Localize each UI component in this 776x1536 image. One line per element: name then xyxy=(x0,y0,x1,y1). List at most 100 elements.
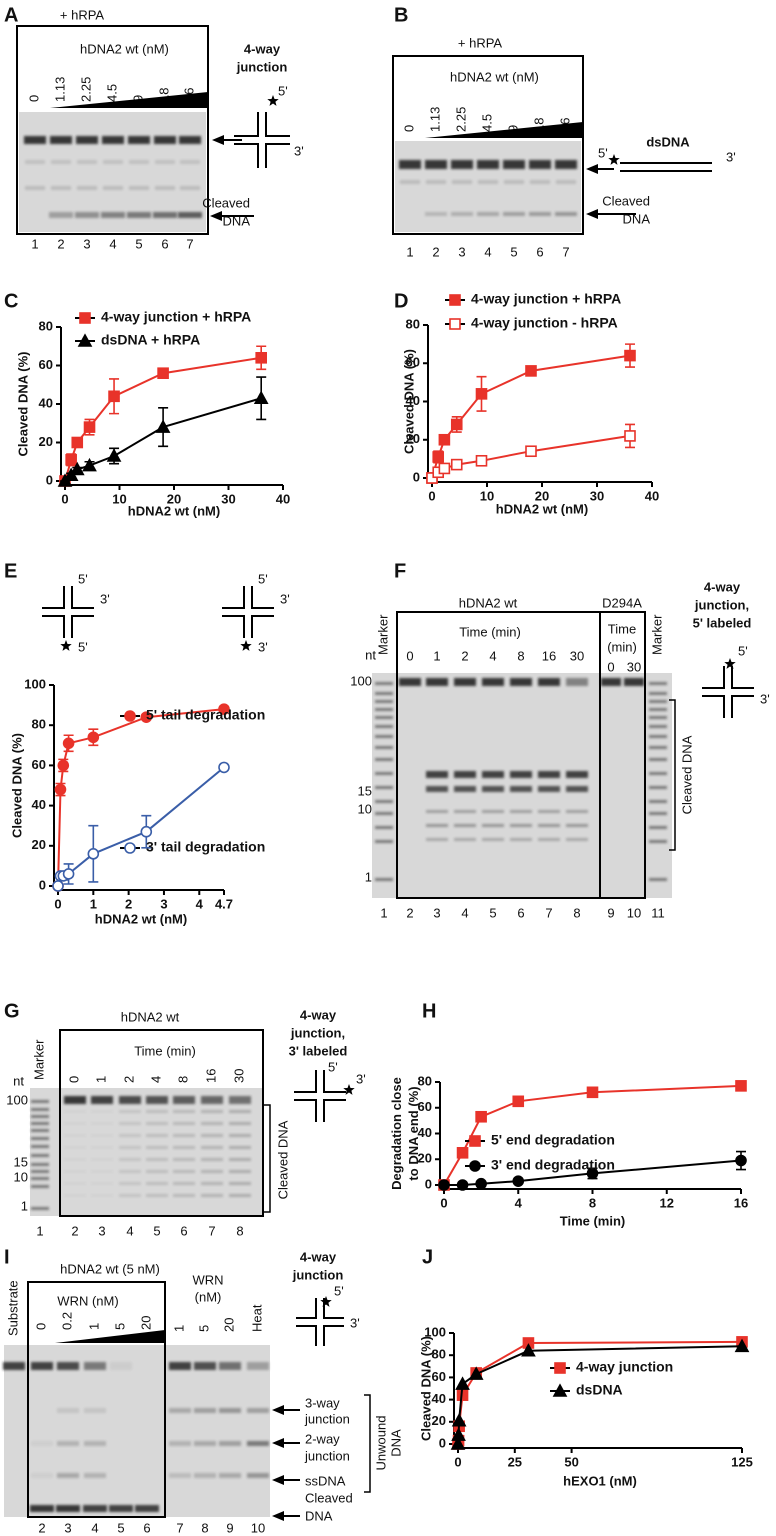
y-tick-label: 0 xyxy=(413,469,420,484)
gel-band xyxy=(31,1154,49,1157)
gel-band xyxy=(119,1134,141,1137)
gel-band xyxy=(91,1096,113,1104)
panel-label: A xyxy=(4,4,18,26)
data-point xyxy=(155,419,171,433)
concentration: 0.2 xyxy=(59,1312,74,1330)
data-point xyxy=(475,1110,487,1123)
gel-band xyxy=(103,160,123,164)
y-tick-label: 100 xyxy=(424,1324,446,1339)
time-label: Time (min) xyxy=(134,1043,196,1058)
lane-number: 4 xyxy=(126,1223,133,1238)
gel-band xyxy=(154,136,176,144)
bracket xyxy=(364,1394,371,1493)
junction-strand xyxy=(71,586,94,609)
gel-band xyxy=(229,1194,251,1197)
gel-band xyxy=(91,1146,113,1149)
gel-band xyxy=(178,212,202,218)
data-point xyxy=(451,1427,466,1441)
gel-band xyxy=(375,725,393,728)
lane-number: 7 xyxy=(186,236,193,251)
data-point xyxy=(586,1167,599,1180)
titration-label: WRN (nM) xyxy=(57,1293,118,1308)
condition: + hRPA xyxy=(458,35,503,50)
concentration: 9 xyxy=(130,95,145,102)
gel-band xyxy=(555,160,577,169)
gel-band xyxy=(119,1170,141,1173)
gel-band xyxy=(31,1163,49,1166)
gel-band xyxy=(31,1170,49,1173)
y-tick-label: 0 xyxy=(439,1435,446,1450)
gel-band xyxy=(229,1110,251,1113)
concentration: 1.13 xyxy=(427,107,442,132)
gel-band xyxy=(566,824,588,827)
junction-strand xyxy=(222,615,245,638)
x-axis-label: hEXO1 (nM) xyxy=(563,1473,637,1488)
gel-band xyxy=(173,1096,195,1104)
data-point xyxy=(512,1095,525,1108)
gel-band xyxy=(173,1182,195,1185)
gel-band xyxy=(426,771,448,778)
gel-band xyxy=(454,838,476,841)
lane-number: 7 xyxy=(562,244,569,259)
gel-band xyxy=(454,824,476,827)
gel-band xyxy=(400,180,420,184)
gel-band xyxy=(173,1170,195,1173)
gel-band xyxy=(375,735,393,738)
panel-label: F xyxy=(394,560,406,582)
gel-band xyxy=(119,1182,141,1185)
y-tick-label: 20 xyxy=(32,837,46,852)
label-star xyxy=(724,658,736,669)
junction-strand xyxy=(265,143,290,168)
y-tick-label: 60 xyxy=(39,357,53,372)
time: 16 xyxy=(542,648,556,663)
condition: hDNA2 wt xyxy=(459,595,518,610)
gel-band xyxy=(538,824,560,827)
y-axis-label: Cleaved DNA (%) xyxy=(418,1336,433,1441)
concentration: 0 xyxy=(401,125,416,132)
legend-label: 5' end degradation xyxy=(491,1132,615,1148)
gel-band xyxy=(146,1158,168,1161)
junction-strand xyxy=(296,1298,317,1319)
gel-band xyxy=(194,1408,216,1413)
gel-band xyxy=(375,746,393,749)
gel-band xyxy=(538,786,560,792)
marker-label: Marker xyxy=(31,1039,46,1080)
x-tick-label: 4 xyxy=(196,896,204,911)
species-label: 3-way xyxy=(305,1395,340,1410)
legend-marker xyxy=(77,333,93,347)
data-point xyxy=(734,1338,750,1353)
gel-band xyxy=(31,1108,49,1111)
gel-band xyxy=(24,136,46,144)
label-star xyxy=(343,1084,355,1095)
lane-number: 4 xyxy=(461,905,468,920)
data-point xyxy=(253,390,269,405)
gel-band xyxy=(153,212,177,218)
x-axis-label: hDNA2 wt (nM) xyxy=(496,501,588,516)
data-point xyxy=(62,737,75,750)
gel-band xyxy=(51,186,71,190)
gel-band xyxy=(57,1473,79,1478)
panel-label: H xyxy=(422,1000,436,1022)
gel-band xyxy=(510,786,532,792)
junction-strand xyxy=(323,1070,346,1093)
x-tick-label: 0 xyxy=(454,1454,461,1469)
legend-marker xyxy=(79,312,91,324)
substrate: 4-way xyxy=(704,579,741,594)
lane-number: 8 xyxy=(201,1520,208,1535)
legend-label: 3' end degradation xyxy=(491,1157,615,1173)
lane-number: 7 xyxy=(176,1520,183,1535)
end-label: 5' xyxy=(78,571,88,586)
gel-band xyxy=(399,160,421,169)
junction-strand xyxy=(234,143,259,168)
time-label: (min) xyxy=(607,639,637,654)
gel-band xyxy=(601,678,621,686)
junction-strand xyxy=(702,666,725,689)
gel-band xyxy=(375,692,393,695)
gel-band xyxy=(173,1110,195,1113)
gel-band xyxy=(146,1122,168,1125)
concentration: 2.25 xyxy=(453,107,468,132)
gel-band xyxy=(478,180,498,184)
gel-band xyxy=(169,1408,191,1413)
gel-band xyxy=(201,1146,223,1149)
